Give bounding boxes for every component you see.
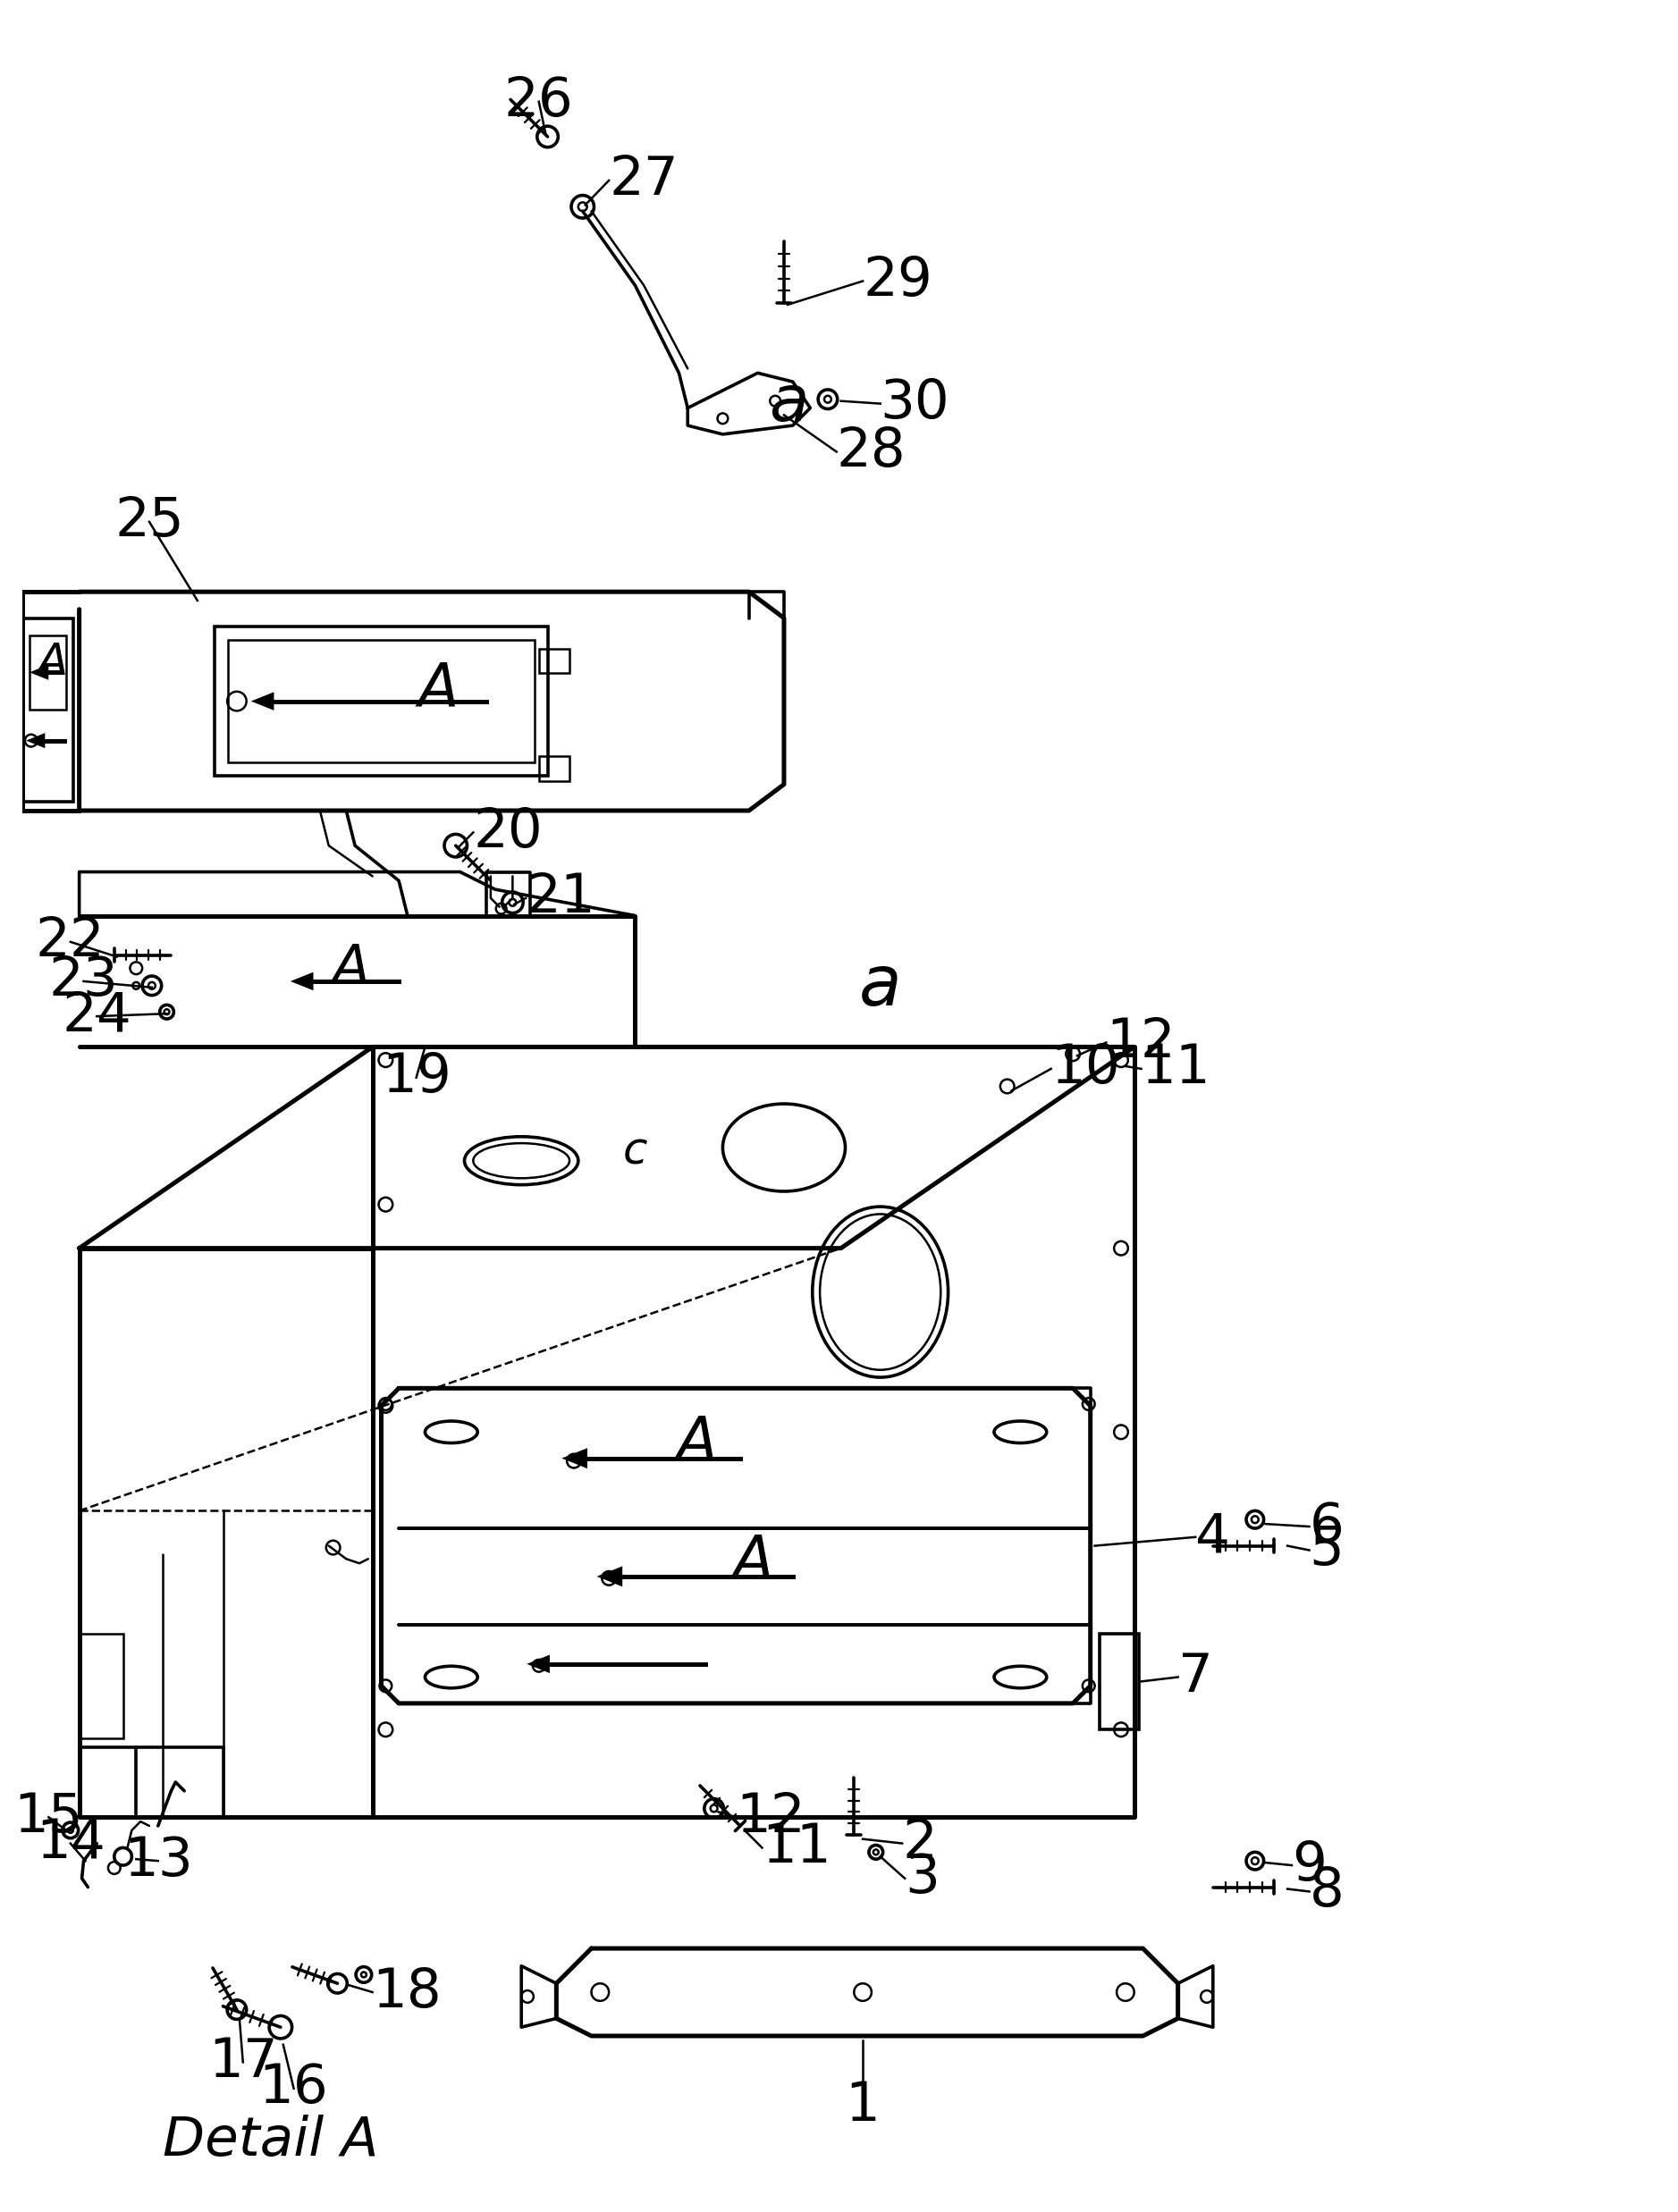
Bar: [29, 635, 65, 710]
Text: A: A: [37, 639, 69, 684]
Text: A: A: [418, 661, 458, 719]
Text: 11: 11: [1141, 1042, 1212, 1095]
Bar: [215, 626, 547, 776]
Text: 17: 17: [208, 2035, 277, 2088]
Text: 19: 19: [381, 1051, 451, 1104]
Text: 9: 9: [1292, 1838, 1327, 1891]
Text: 2: 2: [903, 1816, 936, 1869]
Text: 4: 4: [1195, 1511, 1230, 1564]
Text: A: A: [676, 1413, 717, 1471]
Text: Detail A: Detail A: [163, 2115, 378, 2168]
Text: c: c: [623, 1130, 648, 1172]
Text: 3: 3: [904, 1851, 940, 1905]
Text: 6: 6: [1309, 1500, 1344, 1553]
Text: 30: 30: [881, 378, 950, 429]
Bar: [228, 639, 535, 763]
Text: 25: 25: [114, 495, 185, 549]
Polygon shape: [565, 1449, 586, 1467]
Polygon shape: [255, 695, 274, 708]
Text: 12: 12: [737, 1792, 805, 1843]
Text: 18: 18: [373, 1966, 441, 2020]
Text: 10: 10: [1050, 1042, 1121, 1095]
Text: 8: 8: [1309, 1865, 1344, 1918]
Text: 27: 27: [609, 155, 678, 206]
Text: 13: 13: [122, 1834, 193, 1887]
Text: 22: 22: [35, 916, 106, 969]
Bar: [539, 757, 569, 781]
Text: A: A: [332, 942, 369, 995]
Text: 14: 14: [35, 1816, 106, 1869]
Text: 16: 16: [258, 2062, 329, 2115]
Text: 7: 7: [1178, 1650, 1213, 1703]
Bar: [1099, 1632, 1139, 1730]
Text: 5: 5: [1309, 1524, 1344, 1577]
Text: 21: 21: [525, 872, 596, 925]
Polygon shape: [29, 734, 44, 745]
Text: 26: 26: [503, 75, 574, 128]
Text: 28: 28: [837, 425, 906, 478]
Text: 12: 12: [1106, 1015, 1176, 1068]
Text: 24: 24: [62, 991, 131, 1042]
Text: 29: 29: [862, 254, 933, 307]
Bar: [539, 648, 569, 672]
Text: 1: 1: [846, 2079, 881, 2132]
Text: 20: 20: [473, 805, 542, 858]
Bar: [79, 1632, 122, 1739]
Text: 11: 11: [762, 1820, 832, 1874]
Polygon shape: [34, 666, 47, 679]
Text: a: a: [769, 374, 809, 434]
Text: 15: 15: [13, 1792, 84, 1843]
Bar: [22, 617, 74, 803]
Polygon shape: [294, 973, 312, 989]
Text: 23: 23: [49, 956, 119, 1009]
Polygon shape: [601, 1568, 621, 1584]
Text: A: A: [733, 1533, 774, 1590]
Polygon shape: [530, 1657, 549, 1672]
Text: a: a: [859, 951, 901, 1020]
